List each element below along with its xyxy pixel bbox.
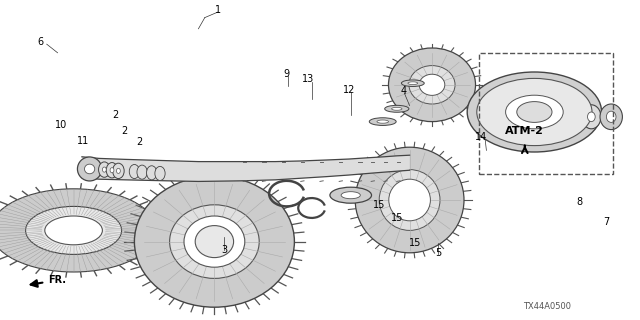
Ellipse shape bbox=[477, 78, 592, 146]
Ellipse shape bbox=[582, 105, 601, 129]
Ellipse shape bbox=[110, 168, 114, 173]
Text: 5: 5 bbox=[435, 248, 442, 258]
Ellipse shape bbox=[147, 166, 157, 180]
Ellipse shape bbox=[99, 162, 110, 177]
Ellipse shape bbox=[155, 166, 165, 180]
Ellipse shape bbox=[409, 66, 455, 104]
Ellipse shape bbox=[341, 192, 360, 199]
Ellipse shape bbox=[506, 95, 563, 129]
Text: 13: 13 bbox=[302, 74, 315, 84]
Text: 2: 2 bbox=[122, 125, 128, 136]
Text: 15: 15 bbox=[390, 212, 403, 223]
Text: 3: 3 bbox=[221, 244, 227, 255]
Ellipse shape bbox=[184, 216, 245, 267]
Ellipse shape bbox=[106, 163, 118, 178]
Ellipse shape bbox=[389, 179, 431, 221]
Ellipse shape bbox=[600, 104, 622, 130]
Text: 10: 10 bbox=[55, 120, 68, 130]
Ellipse shape bbox=[392, 108, 402, 110]
Ellipse shape bbox=[170, 205, 259, 278]
Ellipse shape bbox=[77, 157, 102, 181]
Ellipse shape bbox=[588, 112, 595, 122]
Ellipse shape bbox=[84, 164, 95, 174]
Ellipse shape bbox=[102, 167, 106, 172]
Text: 9: 9 bbox=[283, 69, 289, 79]
Ellipse shape bbox=[195, 226, 234, 258]
Ellipse shape bbox=[113, 163, 124, 179]
Text: 15: 15 bbox=[408, 238, 421, 248]
Ellipse shape bbox=[607, 111, 616, 123]
Ellipse shape bbox=[129, 164, 140, 179]
Polygon shape bbox=[82, 155, 410, 181]
Text: 15: 15 bbox=[372, 200, 385, 210]
Ellipse shape bbox=[355, 147, 464, 253]
Text: 1: 1 bbox=[214, 4, 221, 15]
Ellipse shape bbox=[330, 187, 372, 203]
Ellipse shape bbox=[380, 170, 440, 230]
Text: 7: 7 bbox=[604, 217, 610, 228]
Text: 12: 12 bbox=[343, 84, 356, 95]
Circle shape bbox=[45, 216, 102, 245]
Text: 4: 4 bbox=[400, 86, 406, 96]
Text: ATM-2: ATM-2 bbox=[506, 126, 544, 136]
Ellipse shape bbox=[116, 168, 120, 173]
Text: 11: 11 bbox=[77, 136, 90, 146]
Ellipse shape bbox=[517, 102, 552, 123]
Ellipse shape bbox=[388, 48, 476, 122]
Ellipse shape bbox=[419, 74, 445, 95]
Ellipse shape bbox=[134, 176, 294, 307]
Text: TX44A0500: TX44A0500 bbox=[524, 302, 572, 311]
Ellipse shape bbox=[467, 72, 602, 152]
Text: 8: 8 bbox=[577, 196, 583, 207]
Text: 2: 2 bbox=[112, 110, 118, 120]
Ellipse shape bbox=[137, 165, 147, 179]
Text: 6: 6 bbox=[37, 36, 44, 47]
Circle shape bbox=[0, 189, 157, 272]
Ellipse shape bbox=[369, 118, 396, 125]
Ellipse shape bbox=[401, 80, 424, 86]
Ellipse shape bbox=[377, 120, 388, 123]
Circle shape bbox=[26, 206, 122, 254]
Text: FR.: FR. bbox=[31, 275, 66, 287]
Ellipse shape bbox=[385, 105, 409, 112]
Text: 2: 2 bbox=[136, 137, 143, 148]
Text: 14: 14 bbox=[475, 132, 488, 142]
Ellipse shape bbox=[408, 82, 418, 84]
